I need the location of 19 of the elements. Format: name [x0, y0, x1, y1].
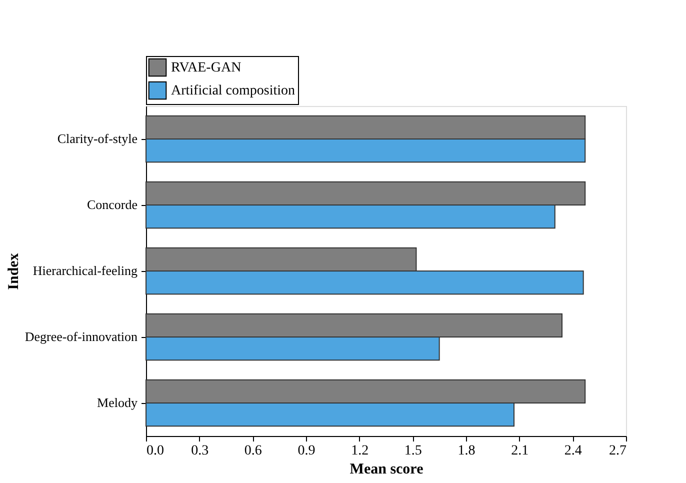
x-tick-label: 0.9: [298, 444, 316, 458]
x-tick-label: 1.2: [351, 444, 369, 458]
x-tick-label: 0.6: [244, 444, 262, 458]
y-tick-label: Hierarchical-feeling: [32, 263, 138, 278]
y-axis-title: Index: [6, 252, 22, 290]
y-tick-label: Degree-of-innovation: [24, 329, 138, 344]
y-tick-label: Clarity-of-style: [57, 131, 138, 146]
y-tick-label: Concorde: [86, 197, 138, 212]
x-axis-title: Mean score: [350, 462, 424, 478]
legend-label: RVAE-GAN: [171, 60, 242, 76]
x-tick-label: 0.0: [146, 444, 164, 458]
x-tick-label: 2.1: [511, 444, 529, 458]
legend-label: Artificial composition: [171, 84, 296, 98]
x-tick-label: 0.3: [191, 444, 209, 458]
y-tick-label: Melody: [97, 395, 138, 410]
x-tick-label: 1.5: [404, 444, 422, 458]
x-tick-label: 1.8: [458, 444, 476, 458]
x-tick-label: 2.4: [564, 444, 582, 458]
x-tick-label: 2.7: [609, 444, 626, 458]
